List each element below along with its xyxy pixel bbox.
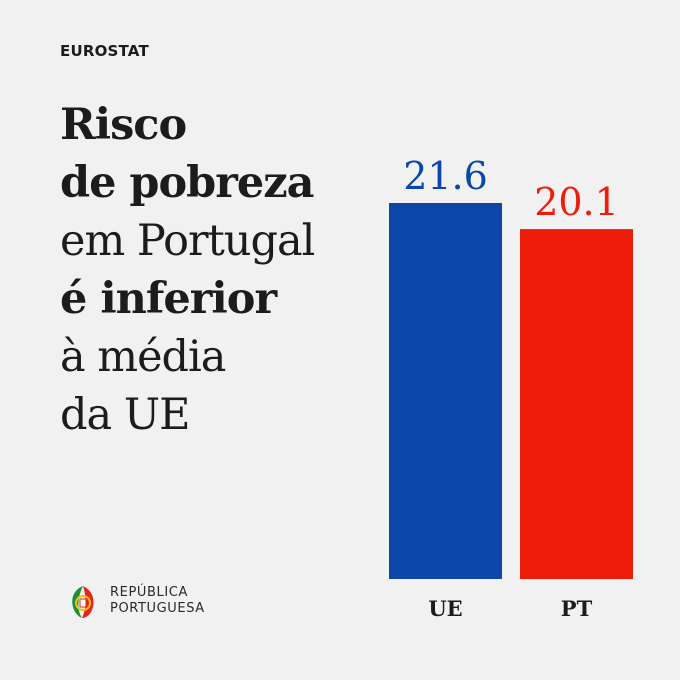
logo-line-2: PORTUGUESA [110,601,205,616]
bar-pt [520,229,633,579]
source-label: EUROSTAT [60,42,149,60]
logo-line-1: REPÚBLICA [110,585,188,600]
headline: Risco de pobreza em Portugal é inferior … [60,96,315,444]
headline-line-3: em Portugal [60,216,315,266]
category-label-pt: PT [561,596,593,621]
value-label-pt: 20.1 [534,180,619,224]
bar-ue [389,203,502,579]
headline-line-1: Risco [60,100,187,150]
portuguese-republic-emblem-icon [72,586,94,618]
republica-portuguesa-logo: REPÚBLICA PORTUGUESA [68,582,205,620]
headline-line-6: da UE [60,390,190,440]
headline-line-2: de pobreza [60,158,315,208]
category-label-ue: UE [428,596,462,621]
headline-line-5: à média [60,332,226,382]
logo-text: REPÚBLICA PORTUGUESA [110,585,205,617]
headline-line-4: é inferior [60,274,277,324]
value-label-ue: 21.6 [403,154,488,198]
